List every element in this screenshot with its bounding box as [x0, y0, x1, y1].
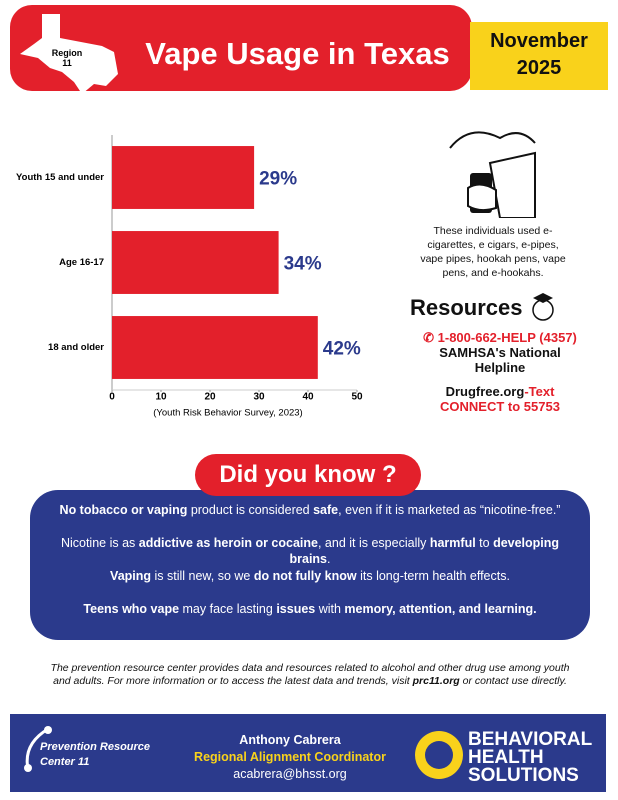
- did-you-know: Did you know ?: [195, 454, 421, 496]
- text-segment: harmful: [429, 536, 476, 550]
- bhs-seal: [415, 731, 463, 779]
- fact: Vaping is still new, so we do not fully …: [40, 568, 580, 601]
- helpline-number: 1-800-662-HELP (4357): [437, 330, 577, 345]
- contact: Anthony Cabrera Regional Alignment Coord…: [190, 732, 390, 783]
- prc-logo: [24, 726, 52, 772]
- category-label: Youth 15 and under: [16, 172, 104, 183]
- partner-name: BEHAVIORAL HEALTH SOLUTIONS: [468, 729, 592, 786]
- text-segment: to: [475, 536, 494, 550]
- source: (Youth Risk Behavior Survey, 2023): [153, 408, 302, 419]
- title: Vape Usage in Texas: [145, 36, 450, 71]
- text-segment: issues: [276, 602, 316, 616]
- text-segment: developing brains: [289, 536, 560, 566]
- text-segment: or contact use directly.: [459, 675, 567, 687]
- category-label: 18 and older: [48, 342, 104, 353]
- text-segment: with: [315, 602, 345, 616]
- x-tick-label: 0: [109, 392, 115, 403]
- note: The prevention resource center provides …: [50, 662, 570, 688]
- fact: Teens who vape may face lasting issues w…: [40, 601, 580, 634]
- text-segment: Nicotine is as: [60, 536, 139, 550]
- drugfree-text: -Text CONNECT to 55753: [440, 384, 560, 414]
- text-segment: Teens who vape: [83, 602, 180, 616]
- facts-box: [30, 490, 590, 640]
- fact: No tobacco or vaping product is consider…: [40, 502, 580, 535]
- text-segment: is still new, so we: [151, 569, 254, 583]
- text-segment: .: [327, 552, 331, 566]
- value-label: 42%: [323, 339, 361, 360]
- fact: Nicotine is as addictive as heroin or co…: [40, 535, 580, 568]
- text-segment: The prevention resource center provides …: [50, 662, 570, 687]
- helpline: ✆ 1-800-662-HELP (4357) SAMHSA's Nationa…: [423, 330, 577, 375]
- x-tick-label: 10: [155, 392, 167, 403]
- text-segment: , and it is especially: [317, 536, 430, 550]
- date-box: November 2025: [470, 22, 608, 90]
- text-segment: No tobacco or vaping: [59, 503, 188, 517]
- bar: [112, 316, 318, 379]
- value-label: 29%: [259, 169, 297, 190]
- text-segment: product is considered: [187, 503, 314, 517]
- text-segment: safe: [313, 503, 339, 517]
- vape-illustration: [449, 131, 536, 218]
- x-tick-label: 20: [204, 392, 216, 403]
- x-tick-label: 50: [351, 392, 363, 403]
- category-label: Age 16-17: [59, 257, 104, 268]
- text-segment: prc11.org: [412, 675, 460, 687]
- text-segment: addictive as heroin or cocaine: [138, 536, 318, 550]
- date-year: 2025: [516, 57, 562, 79]
- drugfree-site: Drugfree.org: [445, 384, 525, 399]
- date-month: November: [490, 30, 588, 52]
- contact-email: acabrera@bhsst.org: [233, 767, 347, 781]
- helpline-name: SAMHSA's National Helpline: [439, 345, 561, 375]
- text-segment: Vaping: [110, 569, 152, 583]
- region-label: Region 11: [51, 48, 83, 68]
- resources-title: Resources: [410, 295, 523, 320]
- x-tick-label: 30: [253, 392, 265, 403]
- text-segment: , even if it is marketed as “nicotine-fr…: [338, 503, 561, 517]
- description: These individuals used e-cigarettes, e c…: [420, 225, 566, 279]
- text-segment: its long-term health effects.: [356, 569, 510, 583]
- resources-icon: [532, 293, 554, 321]
- drugfree: Drugfree.org-Text CONNECT to 55753: [420, 384, 580, 414]
- contact-role: Regional Alignment Coordinator: [194, 750, 386, 764]
- footer-bar: [10, 714, 606, 792]
- value-label: 34%: [284, 254, 322, 275]
- contact-name: Anthony Cabrera: [239, 733, 341, 747]
- texas-map: [20, 14, 118, 94]
- chart: 0 10 20 30 40 50 (Youth Risk Behavior Survey, …: [16, 135, 363, 419]
- bar: [112, 146, 255, 209]
- facts: No tobacco or vaping product is consider…: [40, 502, 580, 634]
- org-name: Prevention Resource Center 11: [40, 741, 151, 768]
- text-segment: memory, attention, and learning.: [344, 602, 537, 616]
- bar: [112, 231, 279, 294]
- text-segment: may face lasting: [179, 602, 277, 616]
- text-segment: do not fully know: [253, 569, 357, 583]
- x-tick-label: 40: [302, 392, 314, 403]
